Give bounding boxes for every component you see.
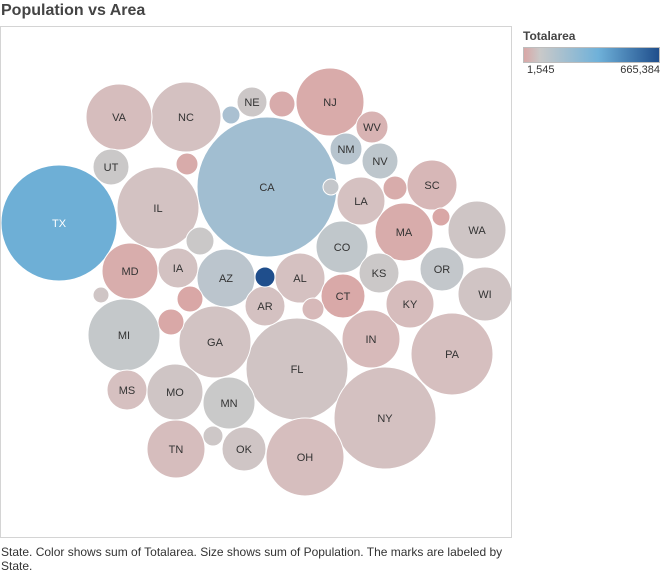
bubble-unlabeled[interactable]	[322, 178, 340, 196]
bubble-label-ny: NY	[377, 413, 393, 425]
bubble-unlabeled[interactable]	[176, 285, 204, 313]
chart-title: Population vs Area	[1, 2, 146, 19]
bubble-label-tx: TX	[52, 218, 67, 230]
bubble-oh[interactable]	[265, 417, 345, 497]
bubble-wa[interactable]	[447, 200, 507, 260]
bubble-label-il: IL	[153, 203, 162, 215]
bubble-label-la: LA	[354, 196, 368, 208]
bubble-wv[interactable]	[355, 110, 389, 144]
bubble-label-ma: MA	[396, 227, 413, 239]
bubble-unlabeled[interactable]	[157, 308, 185, 336]
bubble-label-ok: OK	[236, 444, 253, 456]
bubble-ny[interactable]	[333, 366, 437, 470]
bubble-label-sc: SC	[424, 180, 439, 192]
bubble-label-nv: NV	[372, 156, 388, 168]
bubble-ma[interactable]	[374, 202, 434, 262]
bubble-unlabeled[interactable]	[268, 90, 296, 118]
bubble-label-oh: OH	[297, 452, 314, 464]
bubble-label-pa: PA	[445, 349, 460, 361]
bubble-ok[interactable]	[221, 426, 267, 472]
bubble-wi[interactable]	[457, 266, 511, 322]
bubble-label-ia: IA	[173, 263, 184, 275]
bubble-label-nm: NM	[337, 144, 354, 156]
bubble-ia[interactable]	[157, 247, 199, 289]
bubble-label-tn: TN	[169, 444, 184, 456]
bubble-label-ar: AR	[257, 301, 272, 313]
bubble-unlabeled[interactable]	[185, 226, 215, 256]
bubble-mn[interactable]	[202, 376, 256, 430]
bubble-nj[interactable]	[295, 67, 365, 137]
bubble-label-ut: UT	[104, 162, 119, 174]
bubble-label-md: MD	[121, 266, 138, 278]
bubble-pa[interactable]	[410, 312, 494, 396]
bubble-unlabeled[interactable]	[382, 175, 408, 201]
bubble-unlabeled[interactable]	[221, 105, 241, 125]
bubble-va[interactable]	[85, 83, 153, 151]
bubble-label-or: OR	[434, 264, 451, 276]
bubble-label-mo: MO	[166, 387, 184, 399]
bubble-label-nj: NJ	[323, 97, 336, 109]
bubble-unlabeled[interactable]	[92, 286, 110, 304]
bubble-label-in: IN	[366, 334, 377, 346]
bubble-ne[interactable]	[236, 86, 268, 118]
bubble-tx[interactable]	[1, 164, 118, 282]
legend-title: Totalarea	[523, 29, 576, 43]
legend-gradient-bar	[523, 47, 660, 63]
bubble-label-wi: WI	[478, 289, 491, 301]
bubble-label-va: VA	[112, 112, 127, 124]
bubble-ga[interactable]	[178, 305, 252, 379]
bubble-label-wv: WV	[363, 122, 381, 134]
bubble-label-ga: GA	[207, 337, 224, 349]
legend-min-label: 1,545	[527, 64, 555, 76]
bubble-ut[interactable]	[92, 148, 130, 186]
bubble-label-wa: WA	[468, 225, 486, 237]
bubble-chart-svg[interactable]: TX CA FL NY IL PA OH GA MI NC NJ VA WA MA IN AZ TN MO MD WI…	[1, 27, 511, 537]
bubble-unlabeled[interactable]	[254, 266, 276, 288]
bubble-label-mi: MI	[118, 330, 130, 342]
legend-ticks: 1,545 665,384	[523, 64, 663, 78]
bubble-label-fl: FL	[291, 364, 304, 376]
bubble-ct[interactable]	[320, 273, 366, 319]
bubble-label-mn: MN	[220, 398, 237, 410]
bubble-label-co: CO	[334, 242, 351, 254]
bubble-la[interactable]	[336, 176, 386, 226]
bubble-label-ms: MS	[119, 385, 136, 397]
bubble-unlabeled[interactable]	[202, 425, 224, 447]
bubble-or[interactable]	[419, 246, 465, 292]
bubble-unlabeled[interactable]	[175, 152, 199, 176]
bubble-label-al: AL	[293, 273, 306, 285]
chart-caption: State. Color shows sum of Totalarea. Siz…	[1, 545, 503, 573]
bubble-label-nc: NC	[178, 112, 194, 124]
bubble-label-ks: KS	[372, 268, 387, 280]
bubble-ky[interactable]	[385, 279, 435, 329]
bubble-unlabeled[interactable]	[431, 207, 451, 227]
bubble-ms[interactable]	[106, 369, 148, 411]
bubble-unlabeled[interactable]	[301, 297, 325, 321]
bubble-il[interactable]	[116, 166, 200, 250]
bubble-nm[interactable]	[329, 132, 363, 166]
bubble-label-ne: NE	[244, 97, 259, 109]
bubble-nv[interactable]	[361, 142, 399, 180]
bubble-label-az: AZ	[219, 273, 233, 285]
bubble-in[interactable]	[341, 309, 401, 369]
bubble-chart-area[interactable]: TX CA FL NY IL PA OH GA MI NC NJ VA WA MA IN AZ TN MO MD WI…	[0, 26, 512, 538]
bubble-label-ca: CA	[259, 182, 275, 194]
color-legend: Totalarea 1,545 665,384	[523, 29, 663, 78]
bubble-label-ky: KY	[403, 299, 418, 311]
bubble-co[interactable]	[315, 220, 369, 274]
legend-max-label: 665,384	[620, 64, 660, 76]
bubble-ks[interactable]	[358, 252, 400, 294]
bubble-label-ct: CT	[336, 291, 351, 303]
